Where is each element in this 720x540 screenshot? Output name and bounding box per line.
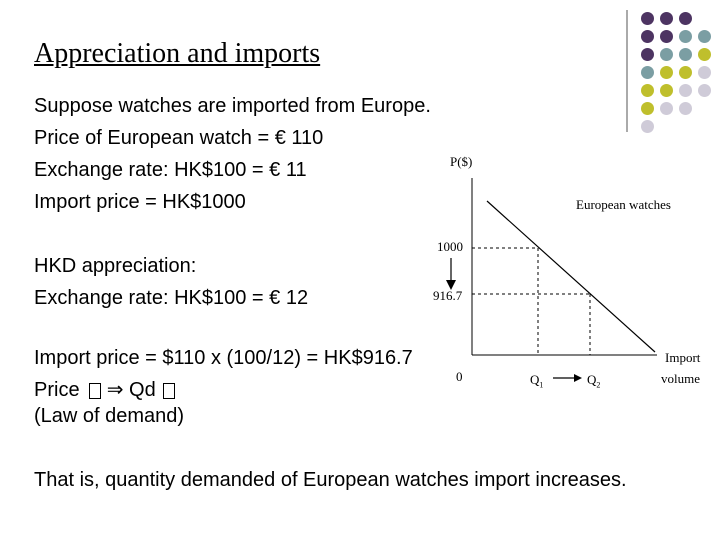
slide-title: Appreciation and imports — [34, 38, 321, 69]
origin-label: 0 — [456, 369, 463, 384]
dot — [660, 30, 673, 43]
demand-curve — [486, 200, 656, 353]
dot — [679, 84, 692, 97]
y-axis-label: P($) — [450, 154, 473, 169]
price-label: Price — [34, 379, 80, 401]
dot — [641, 84, 654, 97]
dot — [641, 102, 654, 115]
text-line-2: Price of European watch = € 110 — [34, 127, 324, 149]
dot — [660, 84, 673, 97]
qd-label: Qd — [129, 379, 156, 401]
dot — [641, 120, 654, 133]
dot — [698, 48, 711, 61]
dot — [679, 66, 692, 79]
dot — [641, 66, 654, 79]
dot — [641, 12, 654, 25]
dot — [660, 66, 673, 79]
dot — [679, 102, 692, 115]
dot — [698, 66, 711, 79]
text-line-law: (Law of demand) — [34, 405, 185, 427]
quantity-right-arrowhead — [574, 374, 582, 382]
price-down-arrowhead — [446, 280, 456, 290]
price-1000-label: 1000 — [437, 239, 463, 254]
text-line-4: Import price = HK$1000 — [34, 191, 246, 213]
text-line-1: Suppose watches are imported from Europe… — [34, 95, 431, 117]
down-arrow-icon — [89, 382, 102, 399]
x-axis-label-line2: volume — [661, 371, 700, 386]
curve-label: European watches — [576, 197, 671, 212]
text-line-6: Exchange rate: HK$100 = € 12 — [34, 287, 309, 309]
text-line-3: Exchange rate: HK$100 = € 11 — [34, 159, 307, 181]
dot — [679, 30, 692, 43]
conclusion-text: That is, quantity demanded of European w… — [34, 469, 627, 491]
dot — [698, 30, 711, 43]
dot — [660, 102, 673, 115]
q2-label: Q2 — [587, 372, 601, 390]
dot — [660, 48, 673, 61]
x-axis-label-line1: Import — [665, 350, 701, 365]
dot — [641, 48, 654, 61]
text-line-7: Import price = $110 x (100/12) = HK$916.… — [34, 347, 413, 369]
implies-arrow-icon: ⇒ — [106, 379, 124, 401]
q1-label: Q1 — [530, 372, 544, 390]
dot — [679, 12, 692, 25]
up-arrow-icon — [163, 382, 176, 399]
price-9167-label: 916.7 — [433, 288, 463, 303]
price-qd-line: Price ⇒ Qd — [34, 378, 176, 402]
dot — [698, 84, 711, 97]
dot — [641, 30, 654, 43]
dot — [660, 12, 673, 25]
text-line-5: HKD appreciation: — [34, 255, 197, 277]
dot — [679, 48, 692, 61]
